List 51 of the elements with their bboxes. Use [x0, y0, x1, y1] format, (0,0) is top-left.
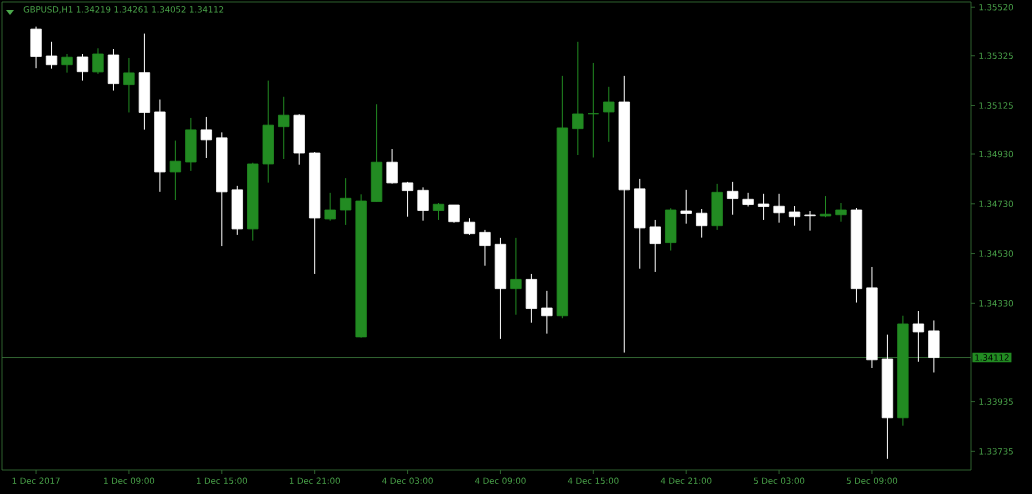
- x-tick-label: 1 Dec 2017: [12, 477, 60, 484]
- candlestick: [200, 116, 212, 159]
- candlestick: [324, 192, 336, 222]
- candlestick: [386, 148, 398, 185]
- candlestick: [572, 41, 584, 156]
- candlestick: [726, 181, 739, 216]
- candlestick: [278, 96, 290, 160]
- candlestick: [541, 290, 553, 335]
- y-tick-label: 1.33735: [979, 448, 1013, 455]
- candlestick: [61, 53, 73, 74]
- candlestick: [696, 208, 708, 239]
- candlestick: [788, 205, 801, 227]
- x-tick-label: 1 Dec 15:00: [196, 477, 248, 484]
- y-tick-label: 1.34330: [979, 300, 1013, 307]
- x-tick-label: 1 Dec 21:00: [289, 477, 340, 484]
- y-tick-label: 1.35125: [979, 102, 1013, 109]
- candlestick: [835, 202, 847, 223]
- candlestick: [742, 192, 754, 208]
- candlestick: [76, 53, 89, 82]
- y-tick-label: 1.34930: [979, 150, 1013, 158]
- candlestick: [92, 47, 104, 75]
- candlestick: [510, 237, 522, 316]
- x-tick-label: 4 Dec 09:00: [475, 477, 526, 484]
- candlestick: [804, 210, 816, 232]
- y-tick-label: 1.35325: [979, 52, 1013, 59]
- candlestick: [417, 186, 429, 222]
- candlestick: [587, 62, 599, 158]
- candlestick: [757, 193, 770, 221]
- y-tick-label: 1.34530: [979, 250, 1013, 257]
- x-tick-label: 4 Dec 03:00: [382, 477, 433, 484]
- candlestick: [649, 219, 661, 273]
- x-tick-label: 4 Dec 21:00: [660, 477, 712, 484]
- ref-line-label: 1.34112: [975, 354, 1009, 361]
- candlestick: [339, 177, 352, 226]
- x-tick-label: 1 Dec 09:00: [104, 477, 155, 484]
- candlestick: [773, 193, 785, 224]
- candlestick: [45, 41, 58, 70]
- candlestick: [401, 181, 414, 218]
- candlestick: [912, 310, 925, 363]
- candlestick: [603, 86, 615, 143]
- x-tick-label: 5 Dec 03:00: [753, 477, 805, 484]
- y-tick-label: 1.33935: [979, 398, 1013, 405]
- x-tick-label: 4 Dec 15:00: [567, 477, 619, 484]
- candlestick: [479, 229, 491, 267]
- candlestick: [123, 57, 135, 113]
- candlestick: [169, 140, 182, 201]
- x-tick-label: 5 Dec 09:00: [846, 477, 898, 484]
- candlestick: [680, 189, 692, 225]
- chart-title: GBPUSD,H1 1.34219 1.34261 1.34052 1.34112: [23, 6, 224, 14]
- y-tick-label: 1.34730: [979, 200, 1013, 207]
- y-tick-label: 1.35520: [979, 4, 1013, 11]
